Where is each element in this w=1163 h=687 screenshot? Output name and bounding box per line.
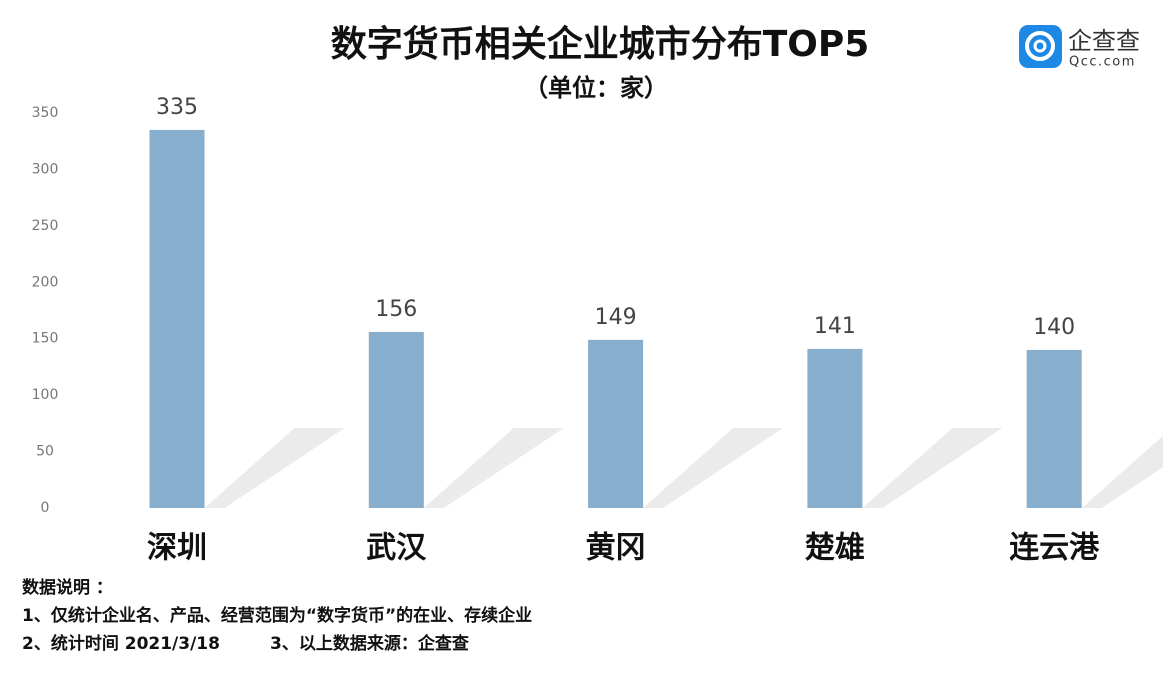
bar <box>807 348 863 508</box>
bar <box>149 129 205 508</box>
bar-shadow <box>423 428 564 508</box>
logo-url: Qcc.com <box>1069 55 1136 70</box>
y-tick-label: 150 <box>32 331 59 347</box>
y-tick-label: 0 <box>41 500 50 516</box>
bar-shadow <box>1081 435 1163 508</box>
note: 1、仅统计企业名、产品、经营范围为“数字货币”的在业、存续企业 <box>22 605 532 626</box>
chart-subtitle: （单位：家） <box>524 74 668 102</box>
logo: 企查查 Qcc.com <box>1019 25 1140 70</box>
y-tick-label: 300 <box>32 161 59 177</box>
x-tick-label: 连云港 <box>1009 531 1100 566</box>
bar <box>368 331 424 508</box>
bar <box>588 339 644 508</box>
y-tick-label: 350 <box>32 105 59 121</box>
value-label: 149 <box>595 305 637 330</box>
note: 2、统计时间 2021/3/18 <box>22 633 220 654</box>
x-tick-label: 深圳 <box>147 531 207 566</box>
y-tick-label: 100 <box>32 387 59 403</box>
y-tick-label: 250 <box>32 218 59 234</box>
notes-heading: 数据说明 ： <box>22 577 113 598</box>
y-tick-label: 200 <box>32 274 59 290</box>
chart-title: 数字货币相关企业城市分布TOP5 <box>331 23 870 65</box>
x-tick-label: 黄冈 <box>586 531 646 566</box>
x-tick-label: 楚雄 <box>805 531 865 566</box>
logo-dot <box>1033 39 1047 53</box>
value-label: 156 <box>375 297 417 322</box>
bar <box>1026 350 1082 508</box>
value-label: 140 <box>1033 315 1075 340</box>
logo-name: 企查查 <box>1068 27 1140 55</box>
y-tick-label: 50 <box>36 444 54 460</box>
logo-ring <box>1025 31 1055 61</box>
bar-shadow <box>643 428 784 508</box>
value-label: 141 <box>814 314 856 339</box>
x-tick-label: 武汉 <box>366 531 427 566</box>
bar-shadow <box>204 428 345 508</box>
bar-shadow <box>862 428 1003 508</box>
value-label: 335 <box>156 95 198 120</box>
note: 3、以上数据来源：企查查 <box>270 633 470 654</box>
